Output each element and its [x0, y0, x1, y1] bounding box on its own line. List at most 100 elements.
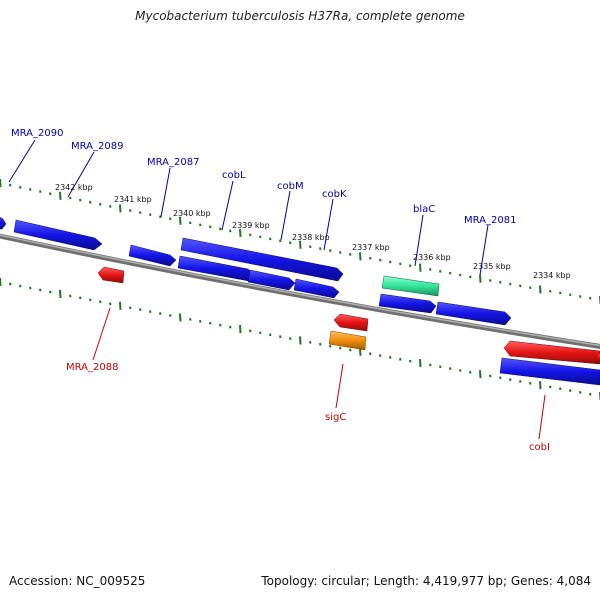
- gene-cobK-b: [293, 278, 340, 299]
- minor-tick: [339, 251, 342, 254]
- minor-tick: [169, 217, 172, 221]
- minor-tick: [549, 385, 552, 389]
- leader-mra-2087: [160, 167, 171, 218]
- major-tick: [419, 263, 422, 272]
- major-tick: [179, 216, 182, 225]
- gene-label: cobM: [277, 181, 304, 192]
- forward-genes: [0, 216, 512, 326]
- minor-tick: [49, 192, 52, 196]
- major-tick: [59, 289, 62, 299]
- minor-tick: [279, 335, 282, 339]
- major-tick: [239, 228, 242, 237]
- minor-tick: [519, 380, 522, 383]
- gene-mra-2089: [13, 219, 103, 251]
- map-title: Mycobacterium tuberculosis H37Ra, comple…: [135, 9, 465, 23]
- minor-tick: [409, 359, 412, 363]
- minor-tick: [449, 367, 452, 371]
- leader-mra-2088: [92, 307, 111, 361]
- gene-cobI: [503, 340, 600, 365]
- minor-tick: [199, 319, 202, 323]
- minor-tick: [559, 387, 562, 391]
- leader-cobL: [221, 180, 234, 231]
- minor-tick: [509, 282, 512, 286]
- minor-tick: [499, 280, 502, 284]
- gene-label: MRA_2090: [11, 128, 63, 139]
- major-tick: [0, 178, 2, 188]
- gene-label: cobL: [222, 170, 246, 181]
- kbp-label: 2335 kbp: [473, 262, 511, 271]
- minor-tick: [439, 365, 442, 369]
- minor-tick: [9, 282, 12, 286]
- leader-mra-2089: [67, 151, 95, 198]
- reverse-genes: [97, 266, 600, 386]
- minor-tick: [389, 356, 392, 359]
- minor-tick: [99, 300, 102, 304]
- minor-tick: [229, 229, 232, 233]
- minor-tick: [509, 378, 512, 382]
- minor-tick: [169, 314, 172, 317]
- major-tick: [419, 358, 422, 368]
- minor-tick: [189, 221, 192, 225]
- minor-tick: [139, 308, 142, 312]
- leader-sigC: [335, 363, 344, 409]
- minor-tick: [369, 256, 372, 260]
- outer-tick-ring: [0, 178, 600, 305]
- gene-sigC: [328, 330, 367, 351]
- minor-tick: [259, 331, 262, 335]
- gene-label: MRA_2081: [464, 215, 516, 226]
- minor-tick: [189, 317, 192, 321]
- minor-tick: [259, 235, 262, 239]
- leader-cobK: [323, 198, 334, 251]
- major-tick: [0, 277, 2, 287]
- gene-mra-2082: [378, 293, 437, 314]
- minor-tick: [29, 188, 32, 191]
- major-tick: [299, 336, 302, 345]
- minor-tick: [309, 340, 312, 344]
- inner-tick-ring: [0, 277, 600, 401]
- major-tick: [239, 324, 242, 334]
- minor-tick: [199, 223, 202, 227]
- minor-tick: [559, 291, 562, 295]
- minor-tick: [519, 284, 522, 288]
- minor-tick: [19, 185, 22, 189]
- gene-mra-2081: [435, 301, 512, 326]
- minor-tick: [319, 342, 322, 346]
- minor-tick: [529, 286, 532, 290]
- kbp-label: 2340 kbp: [173, 209, 211, 218]
- minor-tick: [219, 227, 222, 231]
- minor-tick: [459, 273, 462, 277]
- minor-tick: [439, 269, 442, 273]
- major-tick: [539, 285, 542, 294]
- minor-tick: [329, 249, 332, 252]
- gene-mra-2090: [0, 216, 7, 230]
- minor-tick: [389, 260, 392, 264]
- minor-tick: [489, 374, 492, 378]
- minor-tick: [129, 209, 132, 212]
- major-tick: [539, 381, 542, 390]
- gene-blaC: [381, 275, 440, 297]
- minor-tick: [79, 296, 82, 300]
- minor-tick: [289, 337, 292, 341]
- major-tick: [479, 274, 482, 283]
- minor-tick: [319, 247, 322, 251]
- minor-tick: [309, 245, 312, 249]
- minor-tick: [79, 198, 82, 202]
- minor-tick: [379, 354, 382, 357]
- minor-tick: [209, 225, 212, 229]
- minor-tick: [19, 284, 22, 288]
- major-tick: [59, 191, 62, 200]
- gene-labels: MRA_2090 MRA_2089 MRA_2087 cobL cobM cob…: [11, 128, 550, 453]
- major-tick: [359, 252, 362, 261]
- minor-tick: [159, 312, 162, 315]
- minor-tick: [109, 204, 112, 208]
- minor-tick: [369, 352, 372, 356]
- minor-tick: [399, 357, 402, 361]
- gene-label: MRA_2088: [66, 362, 118, 373]
- major-tick: [119, 204, 122, 213]
- genome-summary-text: Topology: circular; Length: 4,419,977 bp…: [261, 574, 591, 588]
- minor-tick: [139, 211, 142, 215]
- major-tick: [479, 370, 482, 379]
- accession-text: Accession: NC_009525: [9, 574, 146, 588]
- minor-tick: [49, 290, 52, 294]
